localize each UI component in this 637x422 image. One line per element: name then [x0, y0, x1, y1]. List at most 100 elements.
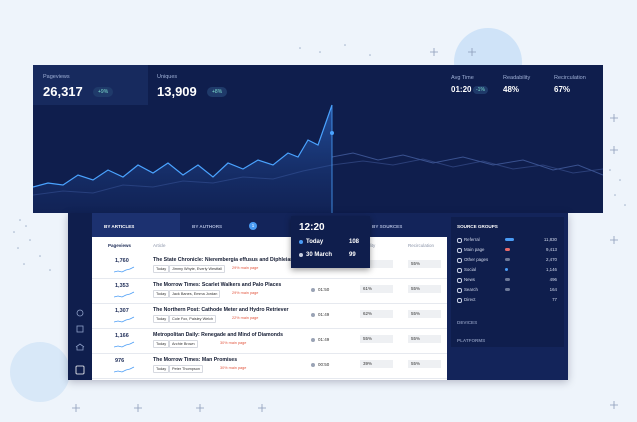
- source-bar: [505, 258, 510, 261]
- tooltip-label: 30 March: [306, 252, 333, 258]
- tab[interactable]: BY SOURCES: [372, 224, 403, 229]
- sparkline-path: [114, 291, 135, 298]
- tooltip-value: 108: [349, 239, 360, 245]
- source-name[interactable]: Search: [464, 287, 478, 292]
- date-tag: Today: [153, 265, 170, 273]
- table-row[interactable]: 1,166 Metropolitan Daily: Renegade and Mi…: [92, 328, 447, 354]
- table-row[interactable]: 976 The Morrow Times: Man Promises Today Pe…: [92, 353, 447, 379]
- main-page-share: 22% main page: [232, 316, 259, 320]
- chart-tooltip: 12:20 Today 108 30 March 99: [291, 216, 370, 268]
- article-title[interactable]: The Northern Post: Cathode Meter and Hyd…: [153, 307, 289, 313]
- source-bar: [505, 278, 510, 281]
- metric-change: +9%: [93, 87, 114, 97]
- table-row[interactable]: 1,760 The State Chronicle: Nierembergia e…: [92, 253, 447, 279]
- article-title[interactable]: Metropolitan Daily: Renegade and Mind of…: [153, 332, 283, 338]
- metric-highlight: [33, 65, 148, 105]
- section-title[interactable]: DEVICES: [457, 320, 478, 325]
- traffic-chart: [33, 104, 603, 213]
- tooltip-time: 12:20: [299, 222, 325, 233]
- sparkline: [114, 291, 135, 298]
- column-header[interactable]: Article: [153, 243, 166, 248]
- date-tag: Today: [153, 290, 170, 298]
- readability: 55%: [360, 335, 393, 343]
- readability: 62%: [360, 310, 393, 318]
- metric-label: Avg Time: [451, 75, 474, 81]
- source-panel: SOURCE GROUPS DEVICES PLATFORMS Referral…: [447, 213, 568, 380]
- tab[interactable]: BY AUTHORS: [192, 224, 223, 229]
- source-value: 11,830: [543, 237, 557, 242]
- date-tag: Today: [153, 315, 170, 323]
- source-name[interactable]: Main page: [464, 247, 485, 252]
- avg-time: 01:49: [318, 312, 330, 317]
- source-name[interactable]: Social: [464, 267, 476, 272]
- metric-label: Pageviews: [43, 74, 70, 80]
- article-title[interactable]: The Morrow Times: Scarlet Walkers and Pa…: [153, 282, 282, 288]
- tab[interactable]: BY ARTICLES: [104, 224, 135, 229]
- source-value: 1,146: [546, 267, 557, 272]
- authors-tag: Jimmy Whyte, Everly Westfall: [169, 265, 225, 273]
- source-dot: [457, 278, 462, 283]
- source-value: 77: [552, 297, 557, 302]
- overview-panel: Pageviews 26,317 +9% Uniques 13,909 +8% …: [33, 65, 603, 213]
- sidebar-icons: [75, 309, 85, 375]
- pageviews: 1,353: [115, 283, 129, 289]
- sparkline: [114, 316, 135, 323]
- column-header[interactable]: Pageviews: [108, 243, 132, 248]
- active-tab-bg: [92, 213, 180, 237]
- tooltip-label: Today: [306, 239, 324, 245]
- source-title: SOURCE GROUPS: [457, 224, 498, 229]
- authors-tag: Jack Banes, Emma Jordan: [169, 290, 221, 298]
- authors-tag: Peter Thompson: [169, 365, 204, 373]
- metric-label: Recirculation: [554, 75, 586, 81]
- sparkline: [114, 266, 135, 273]
- article-title[interactable]: The State Chronicle: Nierembergia effusu…: [153, 257, 306, 263]
- readability: 39%: [360, 360, 393, 368]
- metric-value: 13,909: [157, 84, 197, 99]
- source-name[interactable]: Direct: [464, 297, 476, 302]
- source-bar: [505, 268, 508, 271]
- metric-value: 67%: [554, 85, 571, 94]
- sparkline: [114, 366, 135, 373]
- article-title[interactable]: The Morrow Times: Man Promises: [153, 357, 238, 363]
- metric-value: 48%: [503, 85, 520, 94]
- source-name[interactable]: Other pages: [464, 257, 489, 262]
- readability: [360, 260, 393, 268]
- legend-dot: [299, 240, 303, 244]
- time-dot: [311, 288, 315, 292]
- recirculation: 55%: [408, 335, 441, 343]
- metric-change: -1%: [473, 86, 488, 94]
- pageviews: 976: [115, 358, 125, 364]
- source-bar: [505, 288, 510, 291]
- sparkline-path: [114, 341, 135, 348]
- time-dot: [311, 363, 315, 367]
- main-page-share: 30% main page: [220, 366, 247, 370]
- section-title[interactable]: PLATFORMS: [457, 338, 486, 343]
- pageviews: 1,166: [115, 333, 129, 339]
- source-dot: [457, 288, 462, 293]
- tab-bar: BY ARTICLES BY AUTHORS 1 BY SOURCES: [92, 213, 447, 237]
- source-value: 9,413: [546, 247, 557, 252]
- date-tag: Today: [153, 340, 170, 348]
- legend-dot: [299, 253, 303, 257]
- table-row[interactable]: 1,353 The Morrow Times: Scarlet Walkers a…: [92, 278, 447, 304]
- readability: 61%: [360, 285, 393, 293]
- table-row[interactable]: 1,307 The Northern Post: Cathode Meter an…: [92, 303, 447, 329]
- source-name[interactable]: News: [464, 277, 475, 282]
- pageviews: 1,760: [115, 258, 129, 264]
- metric-value: 26,317: [43, 84, 83, 99]
- source-name[interactable]: Referral: [464, 237, 480, 242]
- source-value: 164: [549, 287, 557, 292]
- column-header[interactable]: Recirculation: [408, 243, 435, 248]
- recirculation: 55%: [408, 310, 441, 318]
- articles-panel: BY ARTICLES BY AUTHORS 1 BY SOURCES Page…: [68, 213, 568, 380]
- sparkline-path: [114, 266, 135, 273]
- source-dot: [457, 238, 462, 243]
- metric-label: Readability: [503, 75, 531, 81]
- sidebar: [68, 213, 92, 380]
- filter-count[interactable]: 1: [249, 222, 257, 230]
- avg-time: 01:50: [318, 287, 330, 292]
- avg-time: 00:50: [318, 362, 330, 367]
- main-page-share: 29% main page: [232, 291, 259, 295]
- main-page-share: 29% main page: [232, 266, 259, 270]
